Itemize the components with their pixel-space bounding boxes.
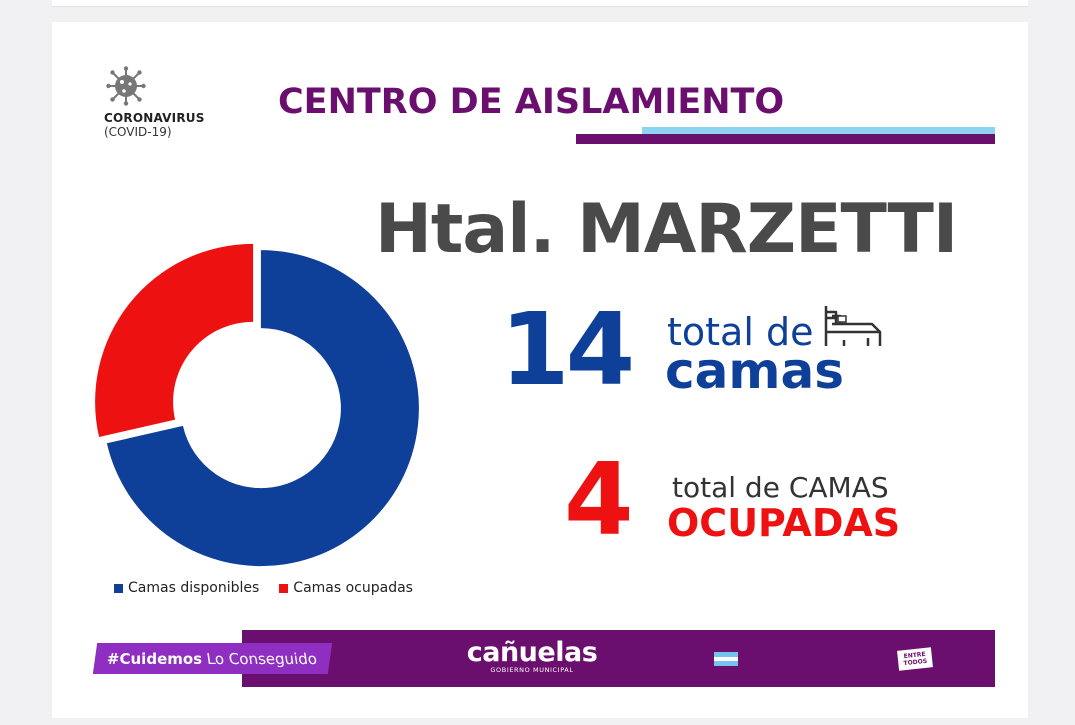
entre-todos-badge: ENTRE TODOS (897, 647, 933, 671)
flag-icon (714, 652, 738, 666)
total-beds-label-line2: camas (665, 342, 844, 400)
bed-icon (824, 306, 882, 346)
total-beds-label-line1: total de (667, 310, 814, 354)
footer-band (242, 630, 995, 687)
brand-subtitle: GOBIERNO MUNICIPAL (490, 666, 574, 674)
donut-slice-camas-disponibles (106, 250, 419, 567)
legend-item: Camas disponibles (114, 580, 259, 596)
covid-subtitle: (COVID-19) (104, 125, 172, 139)
hashtag-bold: #Cuidemos (107, 649, 203, 668)
legend-swatch (279, 583, 289, 593)
municipal-logo: cañuelas GOBIERNO MUNICIPAL (462, 637, 602, 675)
hashtag-banner: #Cuidemos Lo Conseguido (92, 643, 333, 674)
title-underline-light (642, 127, 995, 134)
occupied-beds-label-line2: OCUPADAS (667, 501, 901, 545)
hashtag-rest: Lo Conseguido (201, 649, 319, 668)
total-beds-number: 14 (500, 291, 635, 408)
brand-name: cañuelas (466, 637, 598, 668)
legend-label: Camas disponibles (128, 580, 260, 596)
title-underline-purple (576, 134, 995, 144)
top-strip (52, 0, 1028, 7)
coronavirus-label: CORONAVIRUS (104, 111, 205, 125)
occupied-beds-label-line1: total de CAMAS (672, 471, 889, 504)
coronavirus-icon (106, 66, 146, 106)
occupied-beds-number: 4 (564, 441, 634, 558)
page-title: CENTRO DE AISLAMIENTO (278, 82, 785, 122)
legend-item: Camas ocupadas (279, 580, 413, 596)
chart-legend: Camas disponibles Camas ocupadas (114, 580, 413, 596)
donut-chart (95, 243, 419, 567)
legend-swatch (114, 583, 123, 593)
hospital-name: Htal. MARZETTI (375, 190, 958, 269)
donut-slice-camas-ocupadas (95, 243, 254, 438)
legend-label: Camas ocupadas (293, 580, 413, 596)
infographic-card: CORONAVIRUS (COVID-19) CENTRO DE AISLAMI… (52, 22, 1028, 718)
